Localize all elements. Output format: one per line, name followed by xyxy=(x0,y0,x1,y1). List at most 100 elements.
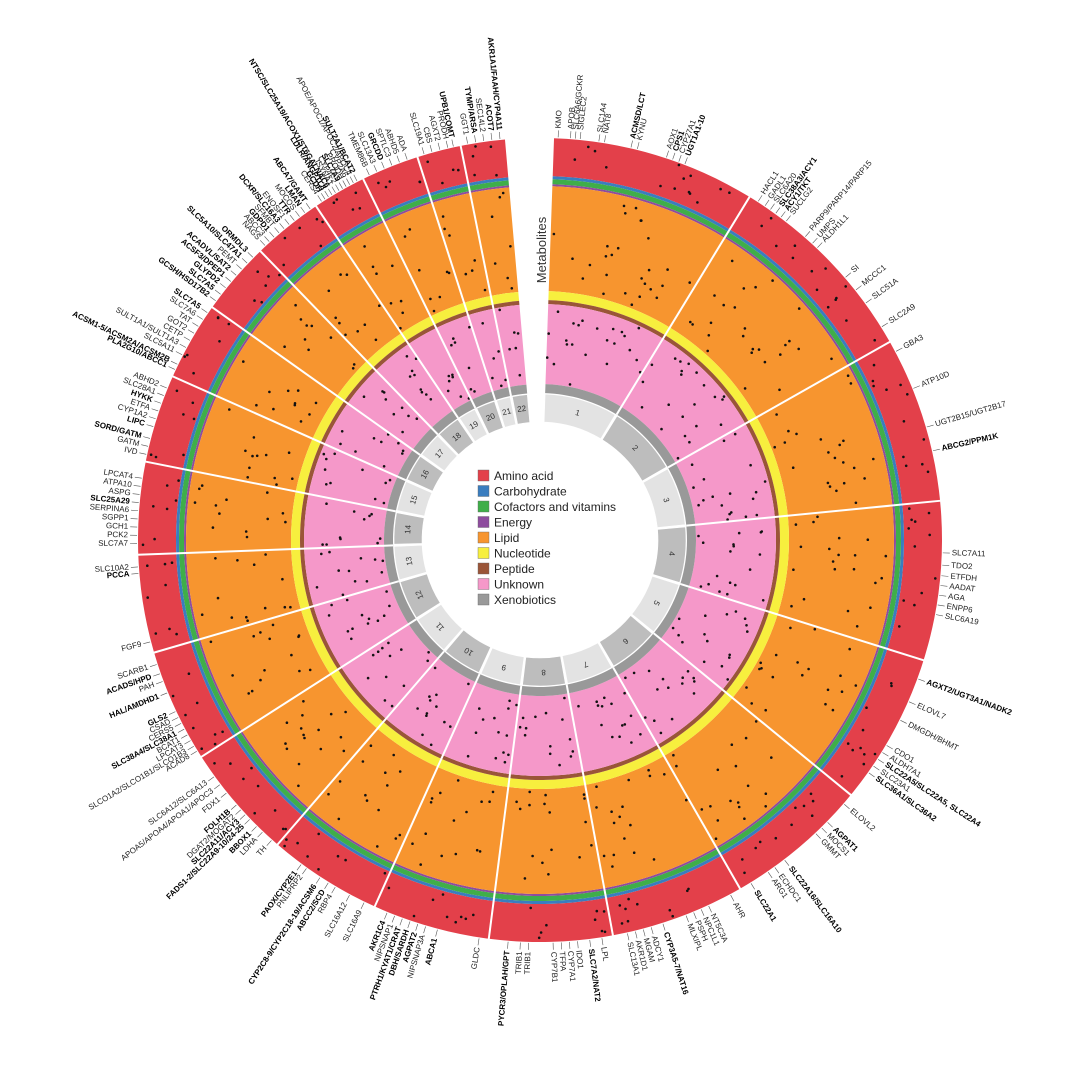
association-point xyxy=(594,150,597,153)
association-point xyxy=(610,703,613,706)
association-point xyxy=(513,331,516,334)
association-point xyxy=(721,665,724,668)
association-point xyxy=(546,356,549,359)
association-point xyxy=(638,327,641,330)
association-point xyxy=(671,915,674,918)
association-point xyxy=(528,791,531,794)
association-point xyxy=(229,762,232,765)
association-point xyxy=(744,327,747,330)
association-point xyxy=(722,304,725,307)
association-point xyxy=(383,391,386,394)
gene-tick xyxy=(882,752,888,756)
association-point xyxy=(347,630,350,633)
association-point xyxy=(252,635,255,638)
gene-tick xyxy=(590,940,591,947)
association-point xyxy=(710,322,713,325)
association-point xyxy=(792,568,795,571)
gene-tick xyxy=(400,919,402,926)
association-point xyxy=(317,868,320,871)
association-point xyxy=(572,750,575,753)
association-point xyxy=(495,174,498,177)
association-point xyxy=(525,727,528,730)
association-point xyxy=(765,792,768,795)
gene-tick xyxy=(201,309,207,313)
association-point xyxy=(621,805,624,808)
association-point xyxy=(453,819,456,822)
association-point xyxy=(488,800,491,803)
gene-tick xyxy=(321,193,325,199)
association-point xyxy=(742,335,745,338)
association-point xyxy=(451,376,454,379)
association-point xyxy=(835,490,838,493)
association-point xyxy=(392,754,395,757)
gene-tick xyxy=(781,211,785,217)
association-point xyxy=(832,709,835,712)
gene-tick xyxy=(580,132,581,139)
association-point xyxy=(307,349,310,352)
gene-tick xyxy=(240,815,245,820)
association-point xyxy=(320,553,323,556)
association-point xyxy=(383,614,386,617)
association-point xyxy=(519,374,522,377)
gene-tick xyxy=(846,273,851,278)
association-point xyxy=(465,918,468,921)
gene-tick xyxy=(197,316,203,320)
gene-tick xyxy=(280,223,284,228)
association-point xyxy=(538,937,541,940)
association-point xyxy=(395,837,398,840)
association-point xyxy=(300,420,303,423)
gene-tick xyxy=(856,286,861,290)
association-point xyxy=(714,396,717,399)
association-point xyxy=(842,461,845,464)
gene-tick xyxy=(392,916,395,923)
association-point xyxy=(671,718,674,721)
association-point xyxy=(337,855,340,858)
association-point xyxy=(545,712,548,715)
gene-tick xyxy=(694,913,697,919)
association-point xyxy=(218,512,221,515)
association-point xyxy=(704,614,707,617)
gene-tick xyxy=(149,417,156,419)
association-point xyxy=(284,828,287,831)
association-point xyxy=(669,909,672,912)
gene-tick xyxy=(918,679,925,681)
gene-tick xyxy=(258,832,263,837)
gene-tick xyxy=(180,344,186,347)
gene-tick xyxy=(685,157,688,164)
association-point xyxy=(524,734,527,737)
association-point xyxy=(737,801,740,804)
association-point xyxy=(389,180,392,183)
association-point xyxy=(869,606,872,609)
association-point xyxy=(548,811,551,814)
gene-tick xyxy=(133,494,140,495)
association-point xyxy=(448,375,451,378)
association-point xyxy=(468,367,471,370)
gene-tick xyxy=(828,822,833,827)
association-point xyxy=(732,543,735,546)
gene-tick xyxy=(295,211,299,217)
association-point xyxy=(678,618,681,621)
association-point xyxy=(214,733,217,736)
association-point xyxy=(688,441,691,444)
association-point xyxy=(246,619,249,622)
association-point xyxy=(401,452,404,455)
association-point xyxy=(228,408,231,411)
association-point xyxy=(760,531,763,534)
association-point xyxy=(731,743,734,746)
association-point xyxy=(775,245,778,248)
association-point xyxy=(731,260,734,263)
legend-label: Carbohydrate xyxy=(494,485,567,499)
association-point xyxy=(182,454,185,457)
association-point xyxy=(709,805,712,808)
association-point xyxy=(905,465,908,468)
association-point xyxy=(192,372,195,375)
gene-tick xyxy=(354,175,357,181)
association-point xyxy=(674,357,677,360)
association-point xyxy=(275,483,278,486)
gene-tick xyxy=(131,573,138,574)
association-point xyxy=(430,744,433,747)
association-point xyxy=(303,737,306,740)
association-point xyxy=(330,604,333,607)
gene-tick xyxy=(184,337,190,340)
association-point xyxy=(693,692,696,695)
